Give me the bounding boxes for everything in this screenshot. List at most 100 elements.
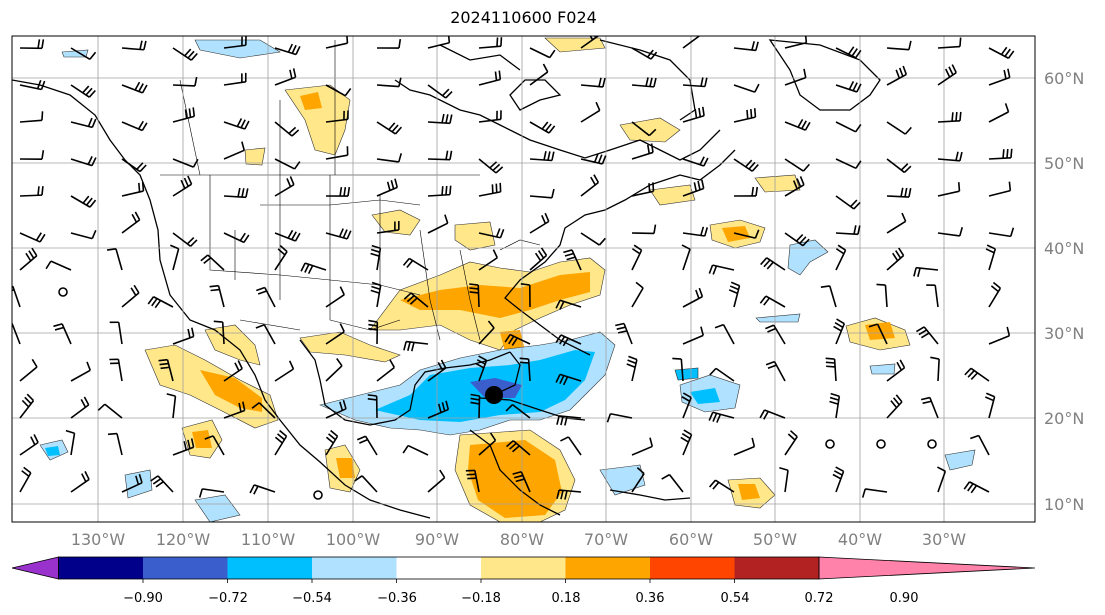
- wind-barb-feather: [559, 375, 565, 385]
- wind-barb-feather: [155, 481, 164, 488]
- wind-barb-feather: [544, 123, 552, 132]
- wind-barb-feather: [187, 328, 191, 338]
- wind-barb-feather: [755, 186, 759, 197]
- storm-center-marker: [485, 386, 503, 404]
- wind-barb: [427, 41, 450, 49]
- wind-barb-feather: [504, 334, 511, 343]
- wind-barb: [117, 322, 123, 345]
- wind-barb-feather: [409, 297, 418, 305]
- wind-barb-feather: [763, 259, 771, 268]
- wind-barb-feather: [787, 433, 796, 441]
- wind-barb-feather: [495, 166, 504, 174]
- colorbar-tick-labels: −0.90 −0.72 −0.54 −0.36 −0.18 0.18 0.36 …: [123, 591, 918, 606]
- wind-barb-feather: [80, 398, 87, 408]
- wind-barb-feather: [342, 229, 348, 239]
- wind-barb: [580, 232, 600, 246]
- wind-barb-feather: [447, 36, 451, 43]
- colorbar-tick: 0.18: [552, 591, 581, 606]
- wind-barb-feather: [1007, 68, 1011, 78]
- wind-barb-feather: [403, 292, 412, 300]
- wind-barb-feather: [398, 77, 402, 87]
- wind-barb: [631, 445, 653, 456]
- wind-barb-feather: [832, 473, 842, 480]
- wind-barb-feather: [279, 429, 288, 437]
- wind-barb: [274, 368, 294, 382]
- wind-barb-feather: [835, 466, 844, 473]
- wind-barb: [934, 285, 939, 308]
- wind-barb-feather: [441, 186, 444, 196]
- wind-barb-feather: [367, 394, 377, 397]
- wind-barb-feather: [403, 341, 407, 351]
- calm-wind-markers: [58, 287, 937, 500]
- colorbar-tick: −0.18: [461, 591, 501, 606]
- wind-barb-feather: [512, 445, 520, 453]
- wind-barb-feather: [681, 433, 691, 440]
- wind-barb-feather: [133, 284, 140, 294]
- wind-barb-feather: [245, 188, 249, 198]
- wind-barb-feather: [765, 360, 775, 366]
- wind-barb-feather: [139, 164, 147, 173]
- wind-barb: [427, 222, 449, 234]
- wind-barb-feather: [476, 359, 486, 365]
- wind-barb-feather: [445, 150, 449, 160]
- wind-barb-feather: [796, 178, 802, 188]
- wind-barb-feather: [892, 397, 900, 406]
- wind-barb-feather: [763, 297, 770, 306]
- wind-barb-feather: [371, 244, 381, 250]
- wind-barb-feather: [394, 126, 402, 135]
- wind-barb-feather: [930, 356, 940, 360]
- colorbar-tick: 0.72: [805, 591, 834, 606]
- wind-barb-feather: [1007, 50, 1015, 59]
- wind-barb-feather: [370, 289, 380, 294]
- wind-barb-feather: [203, 257, 212, 265]
- wind-barb-feather: [750, 108, 753, 119]
- wind-barb-feather: [389, 359, 396, 368]
- lon-label-50w: 50°W: [753, 530, 797, 549]
- wind-barb-feather: [681, 396, 691, 402]
- wind-barb-feather: [440, 359, 447, 369]
- wind-barb: [835, 158, 857, 170]
- wind-barb-feather: [955, 151, 959, 161]
- wind-barb-feather: [697, 180, 701, 190]
- wind-barb-feather: [154, 299, 162, 309]
- wind-barb-feather: [339, 286, 345, 296]
- wind-barb: [733, 84, 756, 93]
- wind-barb-feather: [344, 88, 352, 97]
- wind-barb-feather: [708, 411, 714, 421]
- plot-frame: [11, 35, 1036, 523]
- wind-barb-feather: [35, 232, 42, 241]
- wind-barb-feather: [593, 153, 599, 163]
- wind-barb-feather: [661, 473, 670, 480]
- wind-barb-feather: [257, 290, 267, 295]
- wind-barb: [376, 366, 395, 382]
- wind-barb-feather: [833, 325, 842, 332]
- wind-barb-feather: [249, 484, 255, 494]
- wind-barb-feather: [648, 183, 651, 193]
- wind-barb-feather: [704, 227, 709, 237]
- wind-barb-feather: [192, 158, 199, 168]
- wind-barb-feather: [515, 478, 525, 483]
- wind-barb-feather: [855, 49, 862, 59]
- wind-barb-feather: [855, 123, 862, 133]
- longitude-labels: 130°W 120°W 110°W 100°W 90°W 80°W 70°W 6…: [71, 530, 966, 549]
- wind-barb-feather: [703, 157, 709, 167]
- lon-label-60w: 60°W: [669, 530, 713, 549]
- wind-barb: [325, 154, 348, 160]
- wind-barb-feather: [187, 175, 193, 185]
- wind-barb: [212, 435, 225, 456]
- wind-barb-feather: [704, 77, 708, 87]
- wind-barb-feather: [913, 267, 917, 277]
- lon-label-80w: 80°W: [500, 530, 544, 549]
- wind-barb-feather: [959, 151, 963, 162]
- wind-barb: [988, 111, 1009, 123]
- wind-barb: [274, 158, 295, 170]
- wind-barb-feather: [371, 285, 381, 290]
- wind-barb-feather: [513, 474, 524, 479]
- wind-barb-feather: [1000, 46, 1008, 56]
- wind-barb-feather: [37, 186, 40, 196]
- wind-barb-feather: [469, 283, 479, 286]
- wind-barb-feather: [646, 144, 651, 154]
- wind-barb-feather: [41, 150, 45, 160]
- wind-barb-feather: [291, 129, 300, 137]
- wind-barb-feather: [87, 117, 93, 127]
